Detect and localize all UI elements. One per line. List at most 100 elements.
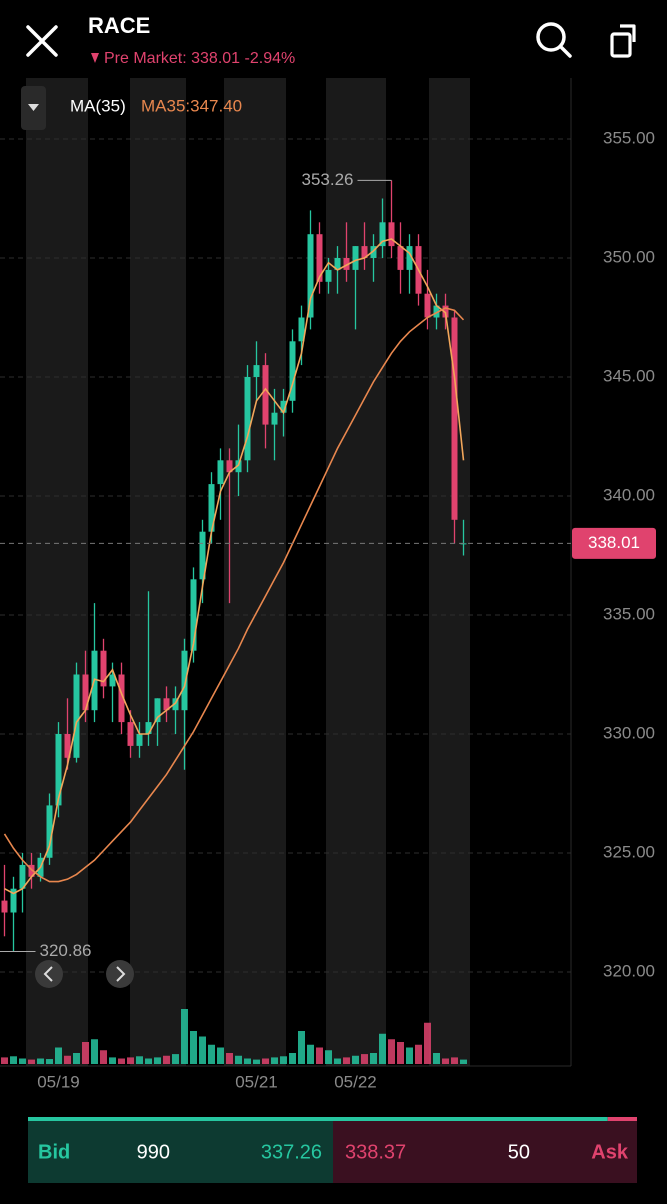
- last-price-tag: [572, 527, 656, 559]
- candle-body: [145, 722, 152, 734]
- volume-bar: [172, 1054, 179, 1064]
- volume-bar: [181, 1009, 188, 1064]
- volume-bar: [64, 1055, 71, 1064]
- candle-body: [10, 888, 17, 913]
- session-band: [429, 78, 470, 1066]
- session-band: [26, 78, 88, 1066]
- volume-bar: [244, 1058, 251, 1064]
- y-tick-label: 330.00: [603, 723, 655, 742]
- y-tick-label: 325.00: [603, 842, 655, 861]
- y-tick-label: 355.00: [603, 128, 655, 147]
- scroll-left[interactable]: [35, 960, 63, 988]
- grid: 320.00 325.00 330.00 335.00 340.00 345.00 350.…: [0, 128, 655, 1091]
- candle-body: [262, 365, 269, 425]
- candle-body: [28, 864, 35, 877]
- candle-body: [190, 579, 197, 651]
- quote-bar: Bid 990 337.26 338.37 50 Ask: [28, 1117, 637, 1183]
- candle-body: [118, 674, 125, 723]
- candle-body: [163, 698, 170, 711]
- candle-body: [82, 674, 89, 711]
- volume-bar: [28, 1059, 35, 1064]
- volume-bar: [91, 1039, 98, 1064]
- ma-line: [4, 238, 465, 895]
- candle-body: [280, 400, 287, 413]
- search-icon-handle: [559, 45, 572, 58]
- candle-body: [226, 460, 233, 473]
- scroll-right[interactable]: [106, 960, 134, 988]
- search-icon-ring: [536, 22, 566, 52]
- candle-body: [217, 460, 224, 485]
- candle-body: [64, 734, 71, 758]
- candle-body: [388, 222, 395, 247]
- session-bands: [26, 78, 470, 1066]
- volume-bar: [82, 1042, 89, 1064]
- volume-bar: [163, 1055, 170, 1064]
- last-price-label: 338.01: [588, 533, 640, 552]
- volume-bar: [127, 1057, 134, 1064]
- volume-bar: [289, 1053, 296, 1064]
- volume-bar: [118, 1058, 125, 1064]
- search-button[interactable]: [536, 22, 572, 58]
- candle-body: [235, 460, 242, 473]
- volume-bar: [415, 1044, 422, 1064]
- volume-bar: [19, 1058, 26, 1064]
- x-tick-label: 05/19: [37, 1072, 80, 1091]
- bid-label: Bid: [38, 1141, 70, 1163]
- candle-body: [127, 722, 134, 746]
- ask-ratio: [607, 1117, 637, 1121]
- candle-body: [406, 246, 413, 270]
- candle-body: [253, 365, 260, 377]
- volume-bar: [388, 1039, 395, 1064]
- x-tick-label: 05/22: [334, 1072, 377, 1091]
- candle-body: [334, 258, 341, 270]
- volume-bar: [397, 1042, 404, 1064]
- candle-body: [451, 317, 458, 520]
- candle-body: [109, 674, 116, 687]
- candle-body: [271, 412, 278, 425]
- volume-bar: [46, 1059, 53, 1064]
- volume-bar: [190, 1031, 197, 1064]
- ask-panel[interactable]: [333, 1121, 637, 1183]
- close-button[interactable]: [26, 25, 58, 57]
- volume-bar: [100, 1050, 107, 1064]
- candle-body: [199, 531, 206, 580]
- candle-body: [1, 900, 8, 913]
- candle-body: [100, 650, 107, 687]
- rotate-button[interactable]: [610, 24, 636, 58]
- candle-body: [172, 698, 179, 711]
- volume-bar: [433, 1053, 440, 1064]
- volume-bar: [379, 1033, 386, 1064]
- volume-bar: [262, 1058, 269, 1064]
- scroll-right-icon: [116, 966, 126, 982]
- volume-bar: [325, 1050, 332, 1064]
- volume-bar: [424, 1022, 431, 1064]
- down-marker: [91, 53, 99, 63]
- bid-panel[interactable]: [28, 1121, 333, 1183]
- candle-body: [352, 246, 359, 270]
- y-tick-label: 345.00: [603, 366, 655, 385]
- session-band: [130, 78, 186, 1066]
- candle-body: [19, 864, 26, 889]
- y-tick-label: 350.00: [603, 247, 655, 266]
- volume-bar: [343, 1057, 350, 1064]
- scroll-right-bg: [106, 960, 134, 988]
- volume-bar: [10, 1056, 17, 1064]
- candle-body: [424, 293, 431, 318]
- candle-body: [181, 650, 188, 711]
- candle-body: [289, 341, 296, 401]
- candle-body: [397, 246, 404, 270]
- candle-body: [379, 222, 386, 247]
- rotate-icon-phone: [610, 32, 632, 58]
- volume-bar: [217, 1047, 224, 1064]
- close-icon-stroke: [26, 25, 58, 57]
- candle-body: [244, 377, 251, 461]
- pre-market: Pre Market: 338.01 -2.94%: [104, 50, 295, 67]
- volume-bar: [73, 1053, 80, 1064]
- candle-body: [154, 698, 161, 723]
- candle-body: [433, 305, 440, 318]
- indicator-value: MA35:347.40: [141, 96, 242, 115]
- y-tick-label: 320.00: [603, 961, 655, 980]
- candle-body: [307, 234, 314, 318]
- y-tick-label: 335.00: [603, 604, 655, 623]
